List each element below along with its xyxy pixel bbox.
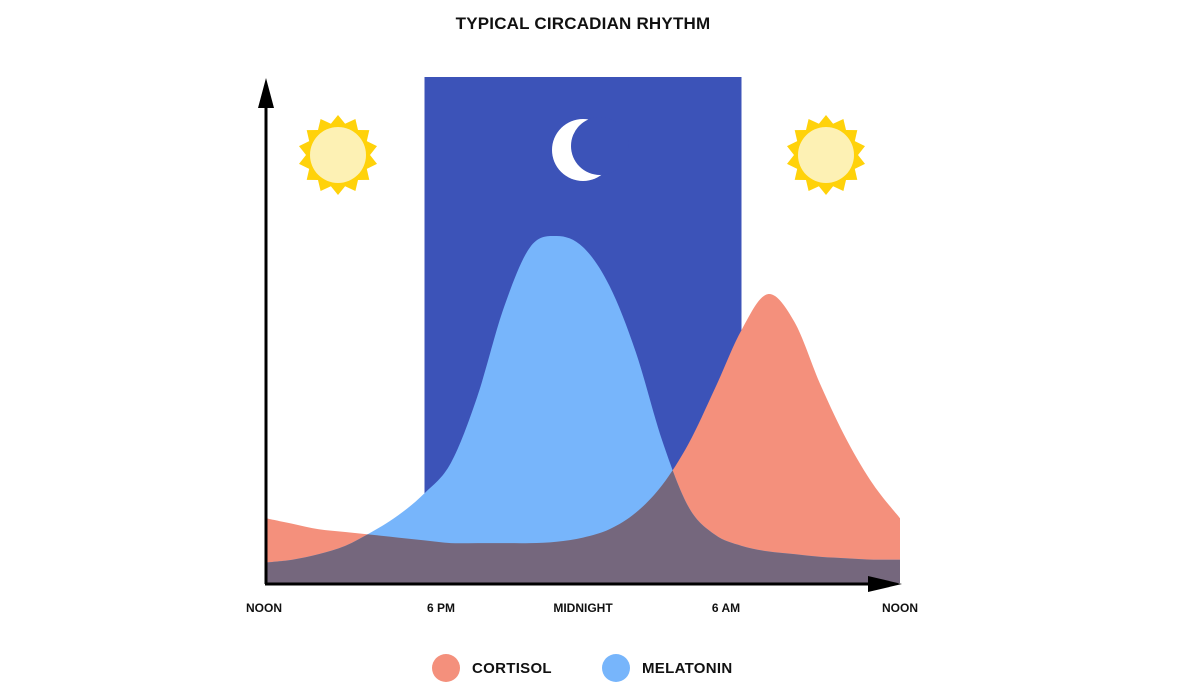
x-tick-label: 6 AM <box>712 601 740 615</box>
chart-title: TYPICAL CIRCADIAN RHYTHM <box>455 14 711 33</box>
cortisol-area <box>266 294 900 583</box>
moon-icon <box>552 117 629 181</box>
sun-icon <box>299 115 377 195</box>
baseline-mask <box>262 584 916 604</box>
legend-label-cortisol: CORTISOL <box>472 659 552 677</box>
melatonin-swatch <box>602 654 630 682</box>
axes <box>258 78 902 592</box>
legend-item-cortisol: CORTISOL <box>432 652 552 684</box>
x-tick-label: NOON <box>246 601 282 615</box>
y-axis-arrow <box>258 78 274 108</box>
x-tick-label: NOON <box>882 601 918 615</box>
melatonin-area <box>266 235 900 583</box>
x-axis-arrow <box>868 576 902 592</box>
sun-icon <box>787 115 865 195</box>
legend-label-melatonin: MELATONIN <box>642 659 733 677</box>
legend-item-melatonin: MELATONIN <box>602 652 732 684</box>
x-tick-label: 6 PM <box>427 601 455 615</box>
legend: CORTISOL MELATONIN <box>0 652 1200 684</box>
x-tick-labels: NOON 6 PM MIDNIGHT 6 AM NOON <box>246 601 918 615</box>
x-tick-label: MIDNIGHT <box>553 601 613 615</box>
cortisol-swatch <box>432 654 460 682</box>
